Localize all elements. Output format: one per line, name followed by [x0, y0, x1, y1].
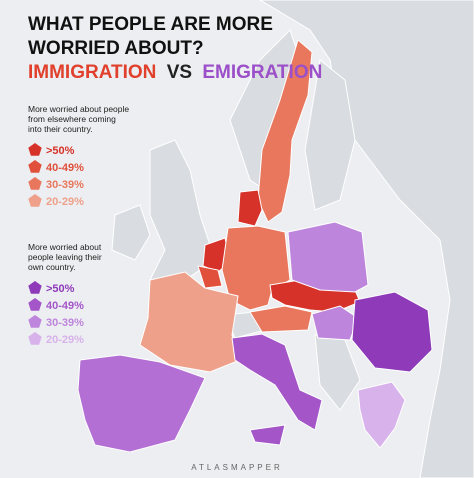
legend-label: >50%: [46, 283, 75, 295]
footer: ATLASMAPPER: [191, 463, 283, 472]
austria: [249, 305, 313, 333]
sweden: [257, 39, 313, 223]
title-line: WHAT PEOPLE ARE MORE: [28, 14, 273, 35]
legend-heading: into their country.: [28, 124, 93, 134]
title-immigration: IMMIGRATION: [28, 62, 156, 83]
ireland: [111, 204, 151, 261]
poland: [287, 221, 369, 293]
legend-heading: More worried about people: [28, 104, 129, 114]
legend-label: 40-49%: [46, 162, 84, 174]
legend-swatch: [28, 177, 42, 190]
legend-swatch: [28, 160, 42, 173]
finland: [304, 59, 356, 211]
title-vs: VS: [167, 62, 192, 83]
legend-label: >50%: [46, 145, 75, 157]
legend-swatch: [28, 143, 42, 156]
title-emigration: EMIGRATION: [202, 62, 322, 83]
legend-label: 30-39%: [46, 317, 84, 329]
legend-label: 30-39%: [46, 179, 84, 191]
legend-heading: people leaving their: [28, 252, 102, 262]
belgium: [197, 265, 223, 289]
legend-swatch: [28, 315, 42, 328]
greece: [357, 381, 406, 449]
title-line: IMMIGRATION VS EMIGRATION: [28, 62, 322, 83]
legend-heading: from elsewhere coming: [28, 114, 116, 124]
denmark: [237, 189, 263, 227]
legend-label: 40-49%: [46, 300, 84, 312]
sicily: [249, 424, 286, 446]
legend-heading: More worried about: [28, 242, 102, 252]
legend-swatch: [28, 298, 42, 311]
legend-swatch: [28, 332, 42, 345]
title-line: WORRIED ABOUT?: [28, 38, 204, 59]
legend-swatch: [28, 194, 42, 207]
iberia: [77, 354, 206, 453]
legend-swatch: [28, 281, 42, 294]
legend-label: 20-29%: [46, 334, 84, 346]
map: [77, 0, 474, 478]
legend-label: 20-29%: [46, 196, 84, 208]
uk: [149, 139, 216, 291]
italy: [231, 333, 323, 431]
romania: [351, 291, 433, 373]
legend-heading: own country.: [28, 262, 76, 272]
title: WHAT PEOPLE ARE MORE WORRIED ABOUT? IMMI…: [28, 14, 322, 83]
